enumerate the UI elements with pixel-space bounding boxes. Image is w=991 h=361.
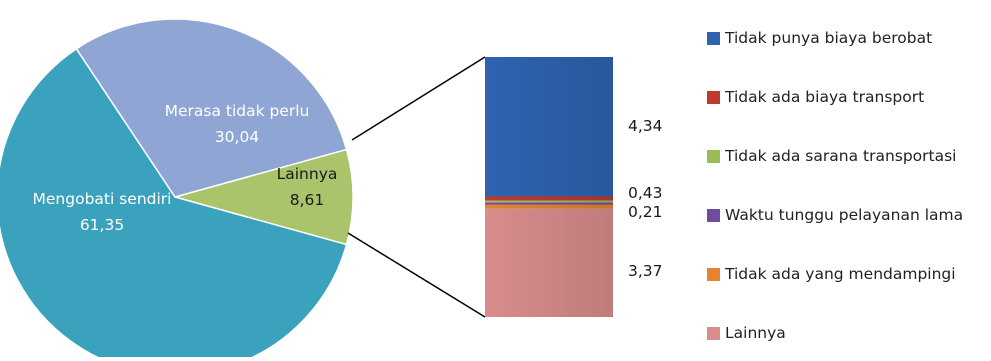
connector-line-top (351, 56, 486, 141)
pie-value-mengobati-sendiri: 61,35 (80, 216, 124, 234)
legend-swatch (707, 208, 720, 222)
legend-label: Tidak ada sarana transportasi (725, 147, 957, 165)
bar-shading (485, 57, 613, 317)
pie-slice-mengobati-sendiri (0, 47, 348, 361)
legend-label: Waktu tunggu pelayanan lama (725, 206, 964, 224)
legend-item-tidak-ada-yang-mendampingi: Tidak ada yang mendampingi (707, 264, 956, 284)
pie-label-mengobati-sendiri: Mengobati sendiri (33, 190, 172, 208)
pie-label-merasa-tidak-perlu: Merasa tidak perlu (165, 102, 310, 120)
legend-item-tidak-ada-biaya-transport: Tidak ada biaya transport (707, 87, 924, 107)
legend-swatch (707, 267, 720, 281)
bar-data-labels: 4,34 0,430,21 3,37 (628, 117, 663, 280)
legend-swatch (707, 326, 720, 340)
legend-label: Tidak ada biaya transport (725, 88, 925, 106)
pie-chart: Merasa tidak perlu 30,04 Lainnya 8,61 Mengob… (0, 18, 354, 361)
legend-label: Tidak punya biaya berobat (725, 29, 933, 47)
legend-swatch (707, 31, 720, 45)
bar-value-label: 0,21 (628, 203, 663, 221)
pie-value-lainnya: 8,61 (290, 191, 325, 209)
pie-slice-lainnya (172, 148, 354, 246)
legend-item-tidak-punya-biaya-berobat: Tidak punya biaya berobat (707, 28, 932, 48)
legend-label: Tidak ada yang mendampingi (725, 265, 956, 283)
pie-value-merasa-tidak-perlu: 30,04 (215, 128, 259, 146)
stacked-bar (485, 57, 613, 317)
legend-item-waktu-tunggu-pelayanan-lama: Waktu tunggu pelayanan lama (707, 205, 963, 225)
bar-value-label: 0,43 (628, 184, 663, 202)
connector-line-bottom (347, 232, 486, 318)
legend-item-tidak-ada-sarana-transportasi: Tidak ada sarana transportasi (707, 146, 957, 166)
legend-label: Lainnya (725, 324, 786, 342)
legend-item-lainnya: Lainnya (707, 323, 786, 343)
legend-swatch (707, 149, 720, 163)
pie-slice-merasa-tidak-perlu (75, 18, 348, 198)
bar-value-label: 4,34 (628, 117, 663, 135)
bar-value-label: 3,37 (628, 262, 663, 280)
pie-label-lainnya: Lainnya (277, 165, 338, 183)
connector-lines (347, 56, 486, 318)
legend-swatch (707, 90, 720, 104)
